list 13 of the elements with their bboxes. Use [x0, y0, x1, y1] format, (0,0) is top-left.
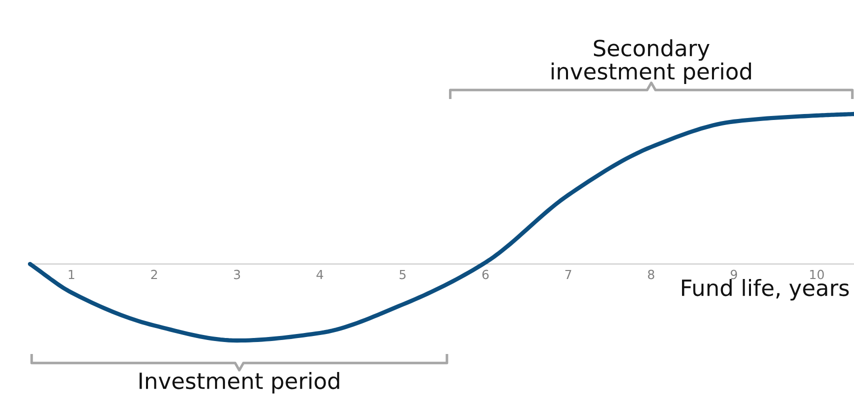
x-tick-label: 2	[151, 270, 157, 280]
x-tick-label: 9	[730, 270, 738, 280]
x-tick-label: 4	[316, 270, 324, 280]
x-tick-label: 6	[482, 270, 489, 280]
x-tick-label: 1	[68, 270, 74, 280]
x-tick-label: 8	[648, 270, 654, 280]
x-tick-label: 10	[810, 270, 824, 280]
x-axis-title: Fund life, years	[682, 279, 849, 301]
text: Investment period	[140, 372, 340, 394]
x-tick-label: 7	[565, 270, 572, 280]
x-tick-label: 3	[234, 270, 240, 280]
text: Secondary investment period	[552, 39, 751, 84]
x-tick-label: 5	[400, 270, 406, 280]
